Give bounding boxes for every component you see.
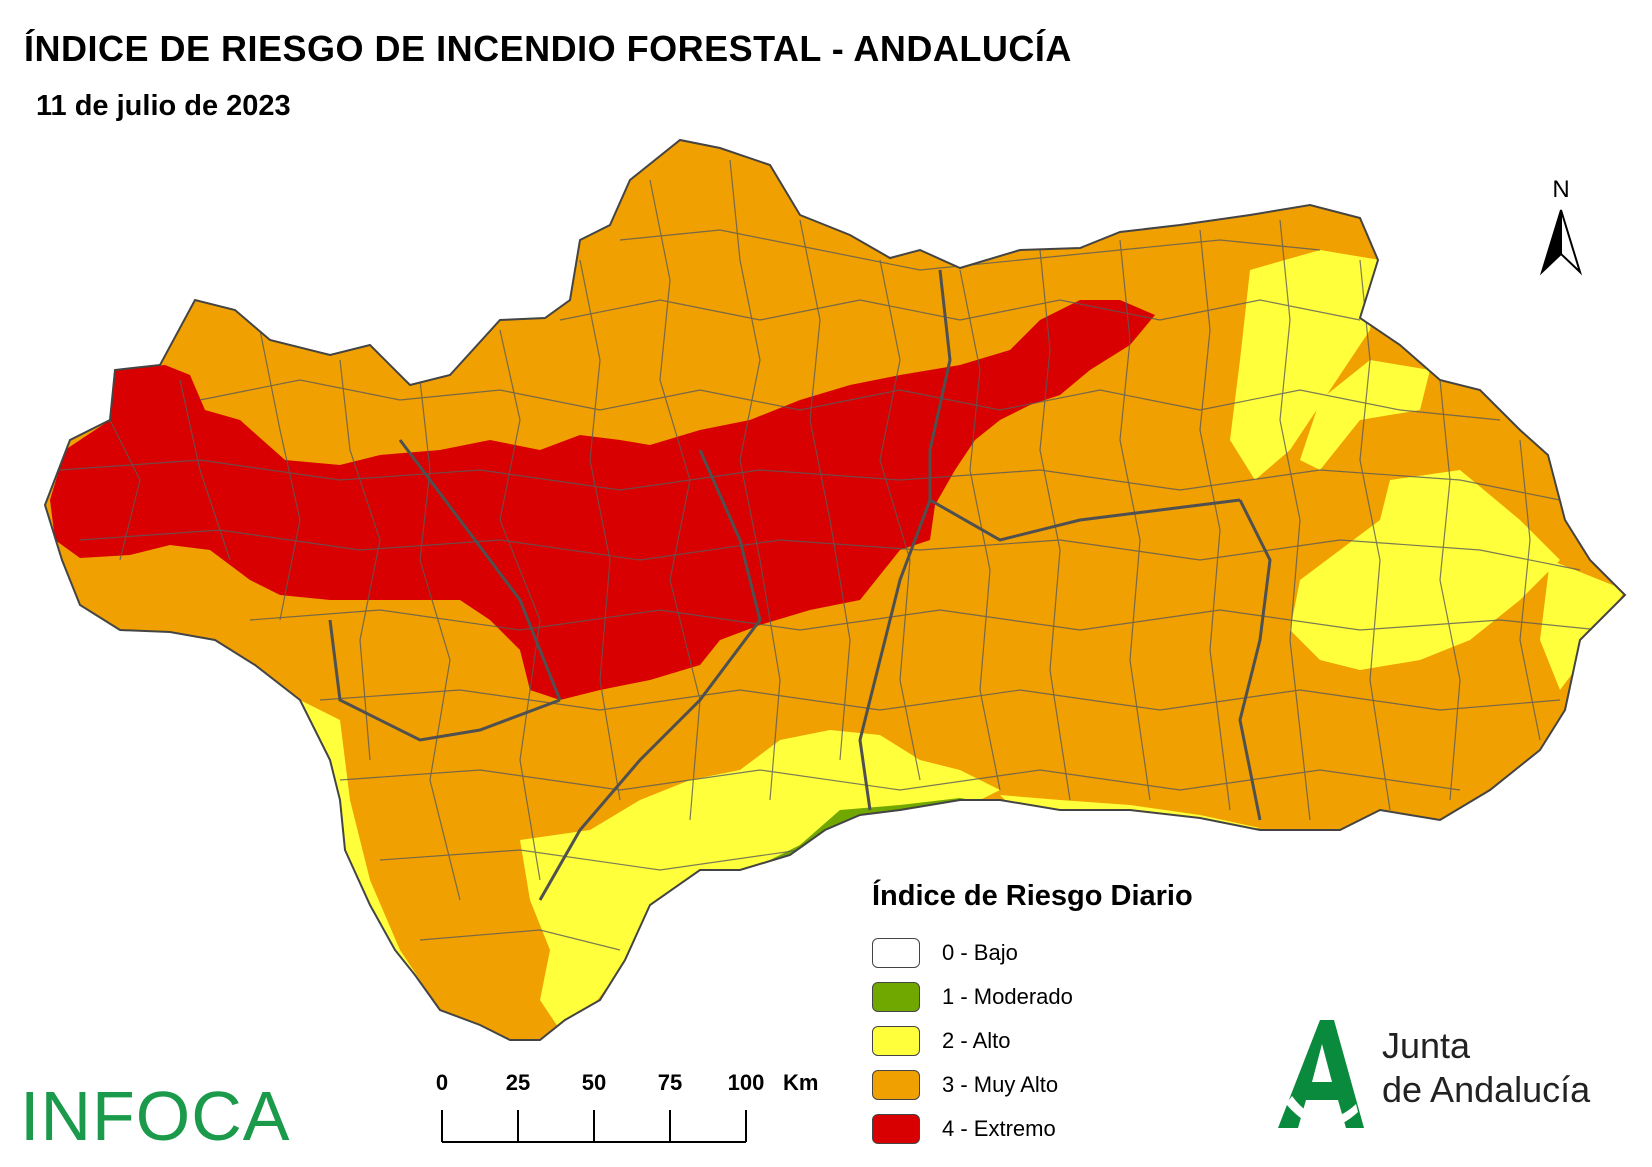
legend-item-moderado: 1 - Moderado: [872, 975, 1292, 1019]
scale-bar-line: [441, 1110, 747, 1143]
scale-bar: 0 25 50 75 100 Km: [420, 1070, 820, 1150]
map-date: 11 de julio de 2023: [36, 90, 291, 122]
north-label: N: [1552, 176, 1570, 203]
scale-tick-50: 50: [581, 1070, 607, 1095]
junta-andalucia-text: Junta de Andalucía: [1382, 1024, 1590, 1112]
legend-label-muy-alto: 3 - Muy Alto: [942, 1072, 1059, 1097]
scale-tick-0: 0: [435, 1070, 449, 1095]
legend-swatch-alto: [872, 1026, 920, 1056]
legend-swatch-muy-alto: [872, 1070, 920, 1100]
legend-label-alto: 2 - Alto: [942, 1028, 1011, 1053]
scale-tick-25: 25: [505, 1070, 531, 1095]
legend-swatch-moderado: [872, 982, 920, 1012]
legend-swatch-bajo: [872, 938, 920, 968]
north-arrow: N: [1536, 176, 1586, 286]
legend-label-moderado: 1 - Moderado: [942, 984, 1073, 1009]
scale-tick-75: 75: [657, 1070, 683, 1095]
legend-title: Índice de Riesgo Diario: [872, 880, 1193, 912]
scale-tick-100: 100: [727, 1070, 765, 1095]
legend: Índice de Riesgo Diario 0 - Bajo 1 - Mod…: [872, 880, 1292, 1151]
legend-item-bajo: 0 - Bajo: [872, 931, 1292, 975]
legend-swatch-extremo: [872, 1114, 920, 1144]
legend-item-muy-alto: 3 - Muy Alto: [872, 1063, 1292, 1107]
north-arrow-icon: [1539, 209, 1583, 276]
map-title: ÍNDICE DE RIESGO DE INCENDIO FORESTAL - …: [24, 28, 1072, 69]
junta-andalucia-logo-icon: [1278, 1020, 1364, 1128]
infoca-logo: INFOCA: [20, 1077, 291, 1155]
junta-line-1: Junta: [1382, 1025, 1471, 1066]
scale-unit: Km: [783, 1070, 819, 1095]
legend-item-extremo: 4 - Extremo: [872, 1107, 1292, 1151]
legend-label-extremo: 4 - Extremo: [942, 1116, 1056, 1141]
junta-line-2: de Andalucía: [1382, 1069, 1591, 1110]
legend-label-bajo: 0 - Bajo: [942, 940, 1018, 965]
legend-item-alto: 2 - Alto: [872, 1019, 1292, 1063]
